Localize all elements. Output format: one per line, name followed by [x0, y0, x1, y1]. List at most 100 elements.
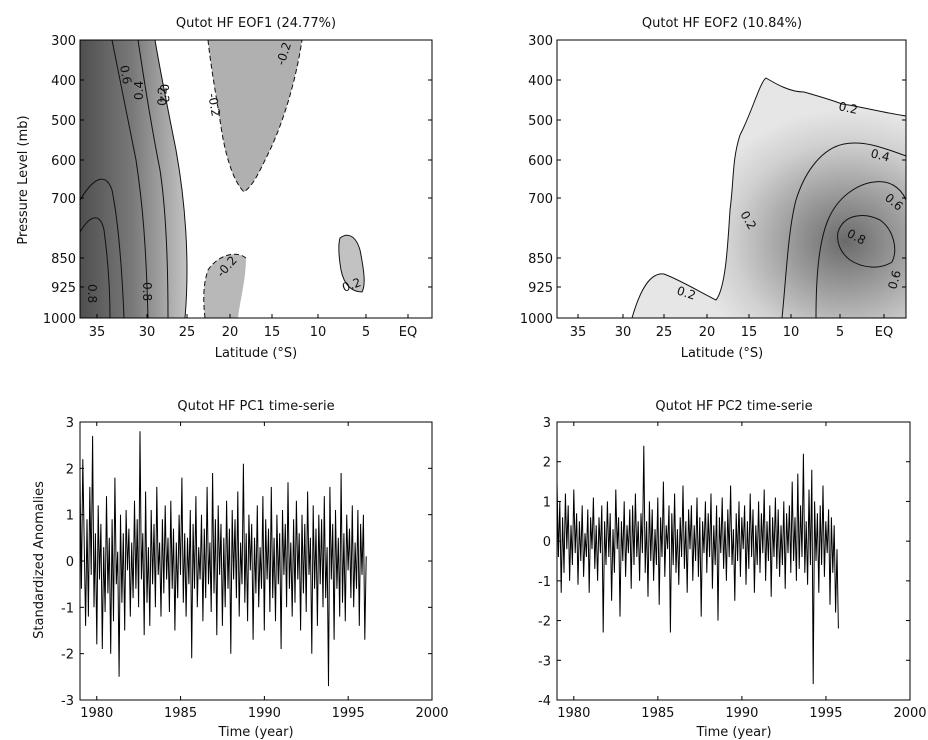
pc1-series-line: [79, 431, 367, 687]
eof2-xtick-label: 5: [836, 325, 844, 340]
eof1-contour-label: -0.2: [205, 92, 223, 117]
eof1-xtick-label: 25: [179, 325, 196, 340]
eof2-axes-frame: [556, 39, 907, 319]
eof2-contour-line: [837, 215, 896, 268]
eof1-xtick-label: 15: [264, 325, 281, 340]
eof1-xtick-label: EQ: [399, 325, 417, 340]
eof2-xtick-label: 35: [570, 325, 587, 340]
pc2-xtick-label: 1990: [725, 706, 758, 721]
pc1-xtick-label: 1995: [332, 706, 365, 721]
eof1-contour-label: 0.2: [157, 84, 172, 104]
pc2-series-line: [556, 445, 839, 685]
pc2-xtick-label: 1995: [809, 706, 842, 721]
pc2-ytick-label: 0: [543, 535, 551, 550]
pc1-ytick-label: -1: [61, 601, 74, 616]
eof2-positive-region: [632, 78, 906, 318]
pc1-ytick-label: -3: [61, 694, 74, 709]
eof1-ytick-label: 1000: [43, 312, 76, 327]
eof1-negative-region: [208, 40, 302, 192]
eof1-xtick-label: 30: [139, 325, 156, 340]
pc1-ytick-label: 1: [66, 509, 74, 524]
eof2-contour-line: [781, 142, 907, 319]
pc2-xtick-label: 1980: [557, 706, 590, 721]
eof2-contour-label: 0.2: [675, 284, 697, 303]
eof1-ytick-label: 300: [51, 34, 76, 49]
pc1-xlabel: Time (year): [217, 725, 293, 740]
eof2-contour-line: [815, 181, 907, 319]
pc2-ytick-label: 2: [543, 456, 551, 471]
eof2-xtick-label: 30: [615, 325, 632, 340]
pc1-ytick-label: -2: [61, 648, 74, 663]
pc2-ytick-label: -1: [538, 575, 551, 590]
eof2-xtick-label: EQ: [875, 325, 893, 340]
pc2-panel: Qutot HF PC2 time-serie Time (year): [556, 399, 839, 740]
eof1-ytick-label: 600: [51, 154, 76, 169]
eof2-ytick-label: 300: [528, 34, 553, 49]
pc1-ylabel: Standardized Anomalies: [32, 481, 47, 639]
eof1-contour-line: [79, 178, 125, 319]
eof2-xtick-label: 20: [699, 325, 716, 340]
eof1-contour-line: [111, 39, 149, 319]
eof2-xtick-label: 15: [741, 325, 758, 340]
eof2-contour-line: [631, 77, 907, 319]
pc1-panel: Qutot HF PC1 time-serie Standardized Ano…: [32, 399, 367, 740]
eof1-contour-label: 0.8: [140, 282, 154, 301]
eof1-contour-line: [207, 39, 303, 193]
eof1-contour-label: -0.2: [274, 40, 295, 67]
eof1-title: Qutot HF EOF1 (24.77%): [176, 16, 336, 31]
pc2-axes-frame: [556, 421, 911, 701]
eof2-ytick-label: 400: [528, 74, 553, 89]
eof1-positive-region: [80, 40, 187, 318]
eof1-contour-label: 0.8: [85, 284, 99, 303]
eof2-ytick-label: 925: [528, 281, 553, 296]
pc1-xtick-label: 2000: [415, 706, 448, 721]
eof1-contour-line: [79, 217, 111, 319]
eof1-ytick-label: 925: [51, 281, 76, 296]
eof1-xtick-label: 10: [310, 325, 327, 340]
eof1-ytick-label: 500: [51, 114, 76, 129]
eof1-ytick-label: 700: [51, 192, 76, 207]
eof1-contour-line: [154, 39, 188, 319]
eof1-contour-line: [137, 39, 169, 319]
eof1-negative-region: [203, 254, 246, 318]
eof2-ytick-label: 850: [528, 252, 553, 267]
eof1-contour-label: 0.6: [117, 64, 134, 85]
eof2-xtick-label: 10: [783, 325, 800, 340]
eof1-ytick-label: 400: [51, 74, 76, 89]
eof1-contour-label: 0.4: [132, 81, 146, 100]
pc1-xtick-label: 1990: [248, 706, 281, 721]
pc2-xtick-label: 2000: [893, 706, 926, 721]
pc2-ytick-label: -3: [538, 654, 551, 669]
eof1-xlabel: Latitude (°S): [215, 346, 298, 361]
pc1-xtick-label: 1980: [80, 706, 113, 721]
pc1-ytick-label: 2: [66, 462, 74, 477]
pc1-xtick-label: 1985: [164, 706, 197, 721]
pc1-ytick-label: 3: [66, 416, 74, 431]
eof1-contour-line: [203, 253, 247, 319]
eof2-title: Qutot HF EOF2 (10.84%): [642, 16, 802, 31]
eof2-xtick-label: 25: [656, 325, 673, 340]
eof2-contour-label: 0.6: [885, 269, 903, 291]
eof2-xlabel: Latitude (°S): [681, 346, 764, 361]
eof1-contour-line: [338, 234, 365, 293]
eof1-xtick-label: 35: [89, 325, 106, 340]
eof2-ytick-label: 1000: [520, 312, 553, 327]
eof2-contour-label: 0.2: [837, 99, 859, 117]
eof1-xtick-label: 20: [222, 325, 239, 340]
eof1-xtick-label: 5: [362, 325, 370, 340]
eof1-panel: Qutot HF EOF1 (24.77%) 0.6 0.4 0.2 0.2 -…: [16, 16, 365, 361]
pc2-ytick-label: -4: [538, 694, 551, 709]
eof2-ytick-label: 700: [528, 192, 553, 207]
eof2-ytick-label: 600: [528, 154, 553, 169]
pc2-ytick-label: 1: [543, 495, 551, 510]
eof2-contour-label: 0.4: [869, 146, 891, 164]
eof1-ylabel: Pressure Level (mb): [16, 115, 31, 244]
eof1-positive-region: [338, 235, 365, 292]
eof1-contour-label: 0.2: [340, 275, 363, 295]
eof1-contour-label: 0.2: [155, 87, 170, 107]
pc2-ytick-label: 3: [543, 416, 551, 431]
eof1-axes-frame: [79, 39, 433, 319]
pc2-xlabel: Time (year): [695, 725, 771, 740]
